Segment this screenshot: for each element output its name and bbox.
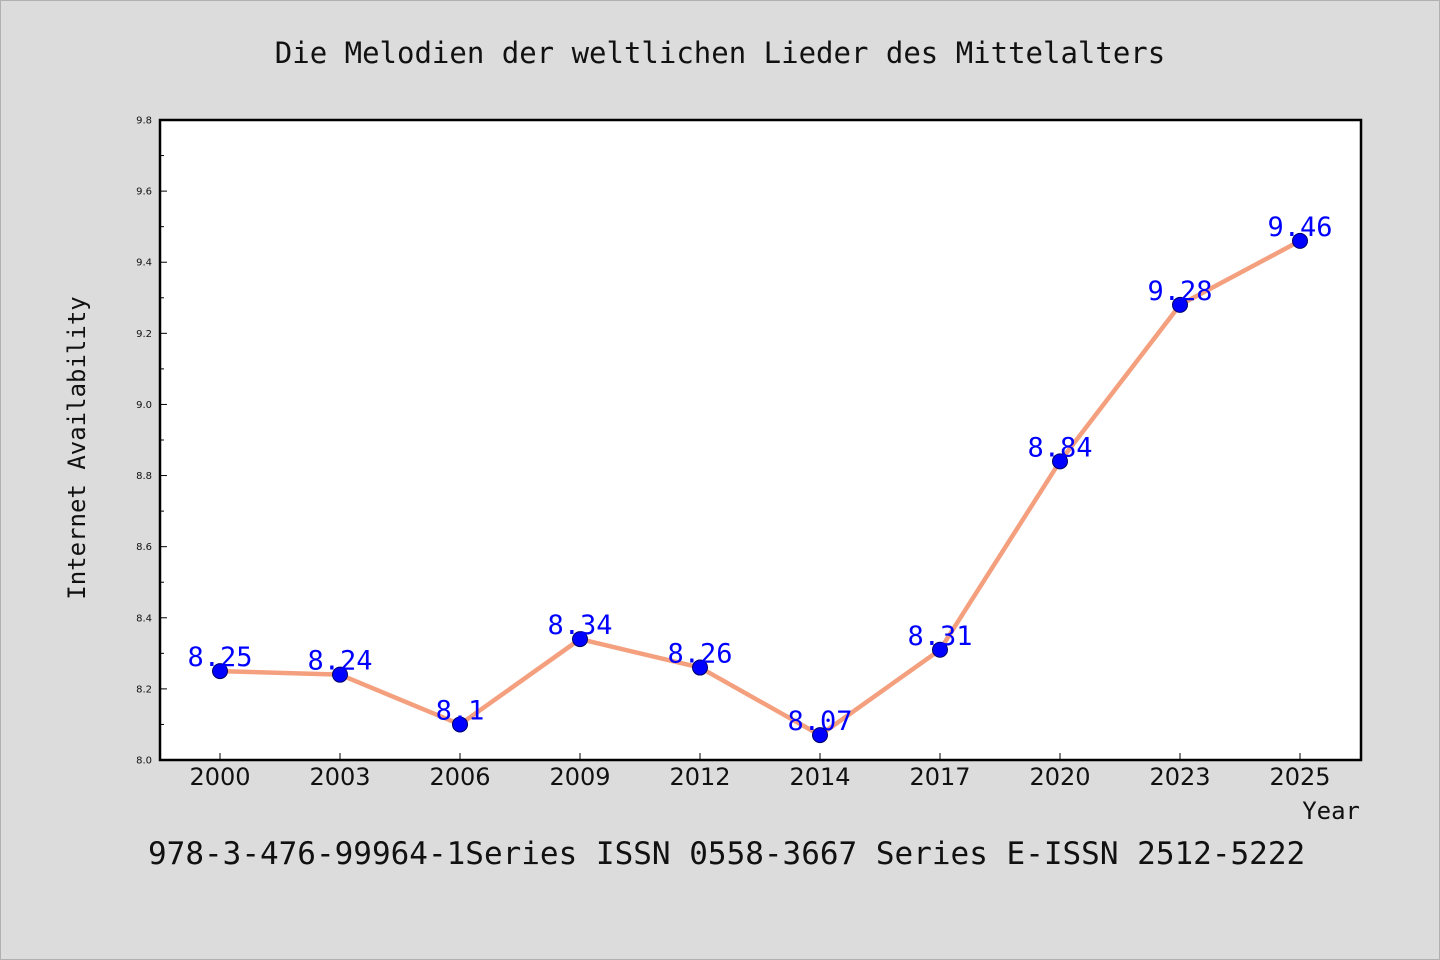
data-point	[212, 663, 228, 680]
x-tick-label: 2006	[429, 763, 490, 791]
y-tick-label: 9.4	[136, 258, 152, 269]
x-tick-label: 2012	[669, 763, 730, 791]
y-axis-label: Internet Availability	[63, 296, 91, 599]
series-markers	[212, 232, 1308, 744]
y-tick-label: 9.0	[136, 400, 152, 411]
data-point	[692, 659, 708, 676]
x-tick-label: 2009	[549, 763, 610, 791]
x-tick-label: 2014	[789, 763, 850, 791]
data-label: 8.24	[307, 646, 372, 677]
y-tick-label: 8.4	[136, 613, 152, 624]
data-label: 8.84	[1027, 432, 1092, 463]
x-axis-label: Year	[1302, 797, 1360, 825]
y-tick-label: 8.2	[136, 684, 152, 695]
x-tick-label: 2023	[1149, 763, 1210, 791]
data-point	[812, 727, 828, 744]
data-point	[932, 641, 948, 658]
y-tick-label: 9.8	[136, 116, 152, 127]
x-tick-label: 2020	[1029, 763, 1090, 791]
chart-title: Die Melodien der weltlichen Lieder des M…	[275, 36, 1165, 70]
y-tick-label: 9.2	[136, 329, 152, 340]
data-label: 8.31	[907, 621, 972, 652]
y-tick-label: 8.6	[136, 542, 152, 553]
footer-identifier: 978-3-476-99964-1Series ISSN 0558-3667 S…	[148, 836, 1305, 872]
x-tick-label: 2025	[1269, 763, 1330, 791]
x-tick-label: 2017	[909, 763, 970, 791]
x-axis: 2000 2003 2006 2009 2012 2014 2017 2020 2023 2025	[189, 753, 1331, 791]
data-label: 9.28	[1147, 276, 1212, 307]
data-label: 9.46	[1267, 212, 1332, 243]
data-label: 8.34	[547, 610, 612, 641]
data-label: 8.26	[667, 639, 732, 670]
series-line	[217, 238, 1303, 738]
x-tick-label: 2000	[189, 763, 250, 791]
y-tick-label: 9.6	[136, 187, 152, 198]
plot-area	[160, 120, 1361, 760]
x-tick-label: 2003	[309, 763, 370, 791]
data-point	[572, 631, 588, 648]
data-point	[332, 666, 348, 683]
y-tick-label: 8.0	[136, 756, 152, 767]
data-label: 8.25	[187, 642, 252, 673]
data-label: 8.1	[436, 695, 485, 726]
y-tick-label: 8.8	[136, 471, 152, 482]
data-point	[1292, 232, 1308, 249]
data-labels: 8.25 8.24 8.1 8.34 8.26 8.07 8.31 8.84 9.28 9.46	[187, 212, 1332, 737]
data-point	[452, 716, 468, 733]
data-label: 8.07	[787, 706, 852, 737]
data-point	[1052, 453, 1068, 470]
plot-border	[158, 118, 1363, 762]
data-point	[1172, 296, 1188, 313]
